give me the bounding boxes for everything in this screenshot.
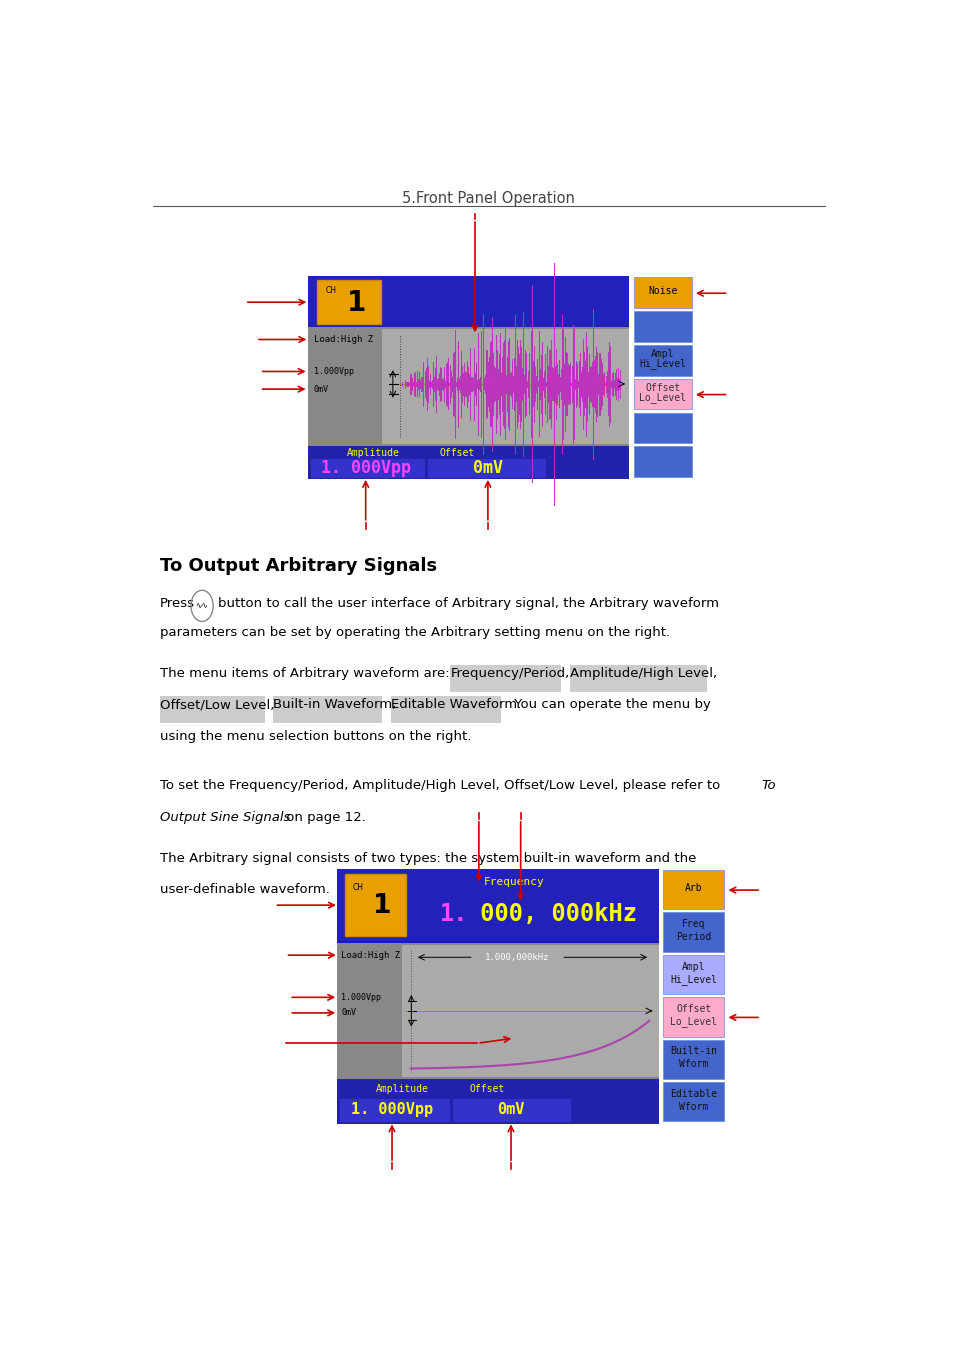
Text: 1.: 1.	[440, 902, 468, 926]
Bar	[401, 945, 659, 1077]
Text: Editable: Editable	[670, 1089, 717, 1099]
Text: Offset: Offset	[644, 383, 679, 393]
Text: CH: CH	[353, 883, 363, 892]
Text: Wform: Wform	[679, 1102, 708, 1111]
Text: parameters can be set by operating the Arbitrary setting menu on the right.: parameters can be set by operating the A…	[160, 625, 669, 639]
Text: Offset: Offset	[469, 1084, 504, 1094]
Bar	[633, 277, 691, 308]
Bar	[308, 277, 629, 479]
Text: 1. 000Vpp: 1. 000Vpp	[351, 1102, 433, 1118]
Bar	[633, 447, 691, 477]
Text: Freq: Freq	[681, 919, 704, 929]
Text: 0mV: 0mV	[497, 1102, 524, 1118]
Text: The Arbitrary signal consists of two types: the system built-in waveform and the: The Arbitrary signal consists of two typ…	[160, 852, 696, 865]
Text: Editable Waveform.: Editable Waveform.	[391, 698, 521, 711]
Text: Offset: Offset	[439, 448, 475, 458]
Text: 1: 1	[347, 289, 366, 317]
Bar	[337, 1079, 659, 1123]
Bar	[633, 310, 691, 342]
Text: Load:High Z: Load:High Z	[314, 335, 373, 344]
Text: 0mV: 0mV	[314, 385, 329, 394]
Text: on page 12.: on page 12.	[282, 810, 365, 824]
Text: 0mV: 0mV	[473, 459, 502, 477]
Bar	[344, 873, 405, 937]
Bar	[428, 459, 545, 478]
Text: 5.Front Panel Operation: 5.Front Panel Operation	[402, 190, 575, 207]
Text: The menu items of Arbitrary waveform are:: The menu items of Arbitrary waveform are…	[160, 667, 454, 680]
Text: To set the Frequency/Period, Amplitude/High Level, Offset/Low Level, please refe: To set the Frequency/Period, Amplitude/H…	[160, 779, 723, 792]
Bar	[662, 913, 723, 952]
Text: Load:High Z: Load:High Z	[341, 950, 399, 960]
Text: To Output Arbitrary Signals: To Output Arbitrary Signals	[160, 558, 436, 575]
Text: Arb: Arb	[684, 883, 701, 892]
Text: Built-in: Built-in	[670, 1046, 717, 1057]
Bar	[662, 1083, 723, 1122]
Text: button to call the user interface of Arbitrary signal, the Arbitrary waveform: button to call the user interface of Arb…	[217, 597, 718, 609]
Bar	[633, 413, 691, 443]
Text: Lo_Level: Lo_Level	[639, 393, 685, 404]
Text: Built-in Waveform,: Built-in Waveform,	[273, 698, 395, 711]
Bar	[450, 666, 560, 693]
Bar	[337, 942, 659, 1079]
Text: 1.000,000kHz: 1.000,000kHz	[485, 953, 549, 961]
Bar	[160, 697, 265, 724]
Text: Frequency: Frequency	[483, 878, 544, 887]
Text: Lo_Level: Lo_Level	[670, 1017, 717, 1027]
Bar	[453, 1099, 570, 1122]
Text: user-definable waveform.: user-definable waveform.	[160, 883, 330, 896]
Text: 1.000Vpp: 1.000Vpp	[341, 992, 380, 1002]
Bar	[308, 327, 629, 446]
Text: Noise: Noise	[647, 286, 677, 296]
Bar	[308, 277, 629, 328]
Bar	[308, 446, 629, 479]
Bar	[273, 697, 382, 724]
Text: using the menu selection buttons on the right.: using the menu selection buttons on the …	[160, 729, 471, 742]
Bar	[381, 329, 629, 444]
Text: Output Sine Signals: Output Sine Signals	[160, 810, 290, 824]
Bar	[662, 998, 723, 1037]
Text: Hi_Level: Hi_Level	[639, 359, 685, 370]
Text: ∿∿: ∿∿	[195, 601, 208, 610]
Text: Hi_Level: Hi_Level	[670, 973, 717, 984]
Text: Amplitude/High Level,: Amplitude/High Level,	[570, 667, 717, 680]
Bar	[633, 379, 691, 409]
Bar	[316, 281, 380, 324]
Text: Offset: Offset	[676, 1004, 711, 1014]
Text: Press: Press	[160, 597, 194, 609]
Bar	[633, 346, 691, 375]
Bar	[662, 954, 723, 994]
Bar	[570, 666, 706, 693]
Text: Ampl: Ampl	[650, 350, 674, 359]
Text: 1. 000Vpp: 1. 000Vpp	[320, 459, 410, 477]
Text: To: To	[760, 779, 775, 792]
Bar	[391, 697, 500, 724]
Bar	[662, 1040, 723, 1079]
Text: 000, 000kHz: 000, 000kHz	[465, 902, 637, 926]
Bar	[337, 869, 659, 1123]
Text: Frequency/Period,: Frequency/Period,	[450, 667, 569, 680]
Bar	[311, 459, 425, 478]
Text: 1: 1	[373, 894, 392, 919]
Text: 0mV: 0mV	[341, 1008, 355, 1018]
Text: CH: CH	[325, 286, 336, 294]
Text: Period: Period	[676, 931, 711, 942]
Bar	[662, 869, 723, 910]
Bar	[340, 1099, 450, 1122]
Text: 1.000Vpp: 1.000Vpp	[314, 367, 354, 375]
Text: Wform: Wform	[679, 1058, 708, 1069]
Text: You can operate the menu by: You can operate the menu by	[509, 698, 710, 711]
Text: Amplitude: Amplitude	[346, 448, 399, 458]
Bar	[337, 869, 659, 941]
Text: Ampl: Ampl	[681, 961, 704, 972]
Text: Amplitude: Amplitude	[375, 1084, 429, 1094]
Text: Offset/Low Level,: Offset/Low Level,	[160, 698, 274, 711]
